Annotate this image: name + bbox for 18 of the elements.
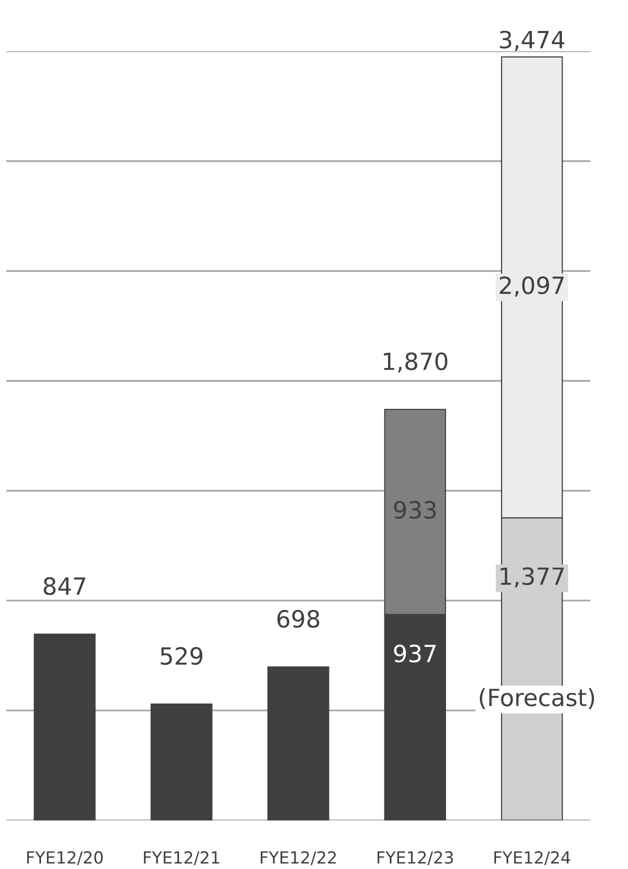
- bar: [34, 634, 96, 820]
- x-tick-label: FYE12/21: [144, 851, 220, 866]
- bar: [267, 666, 330, 820]
- data-label: 847: [44, 577, 86, 596]
- data-label: 937: [394, 644, 436, 662]
- data-label: 698: [277, 610, 320, 628]
- x-tick-label: FYE12/23: [378, 851, 453, 866]
- total-label: 3,474: [500, 30, 564, 51]
- x-tick-label: FYE12/22: [260, 851, 336, 866]
- total-label: 1,870: [384, 352, 448, 373]
- data-label: 2,097: [500, 276, 564, 297]
- data-label: 1,377: [500, 567, 564, 588]
- bar: [150, 704, 212, 820]
- annotation: (Forecast): [480, 688, 594, 710]
- x-tick-label: FYE12/20: [27, 851, 103, 866]
- data-label: 529: [160, 647, 202, 665]
- data-label: 933: [394, 500, 436, 519]
- x-tick-label: FYE12/24: [494, 851, 570, 866]
